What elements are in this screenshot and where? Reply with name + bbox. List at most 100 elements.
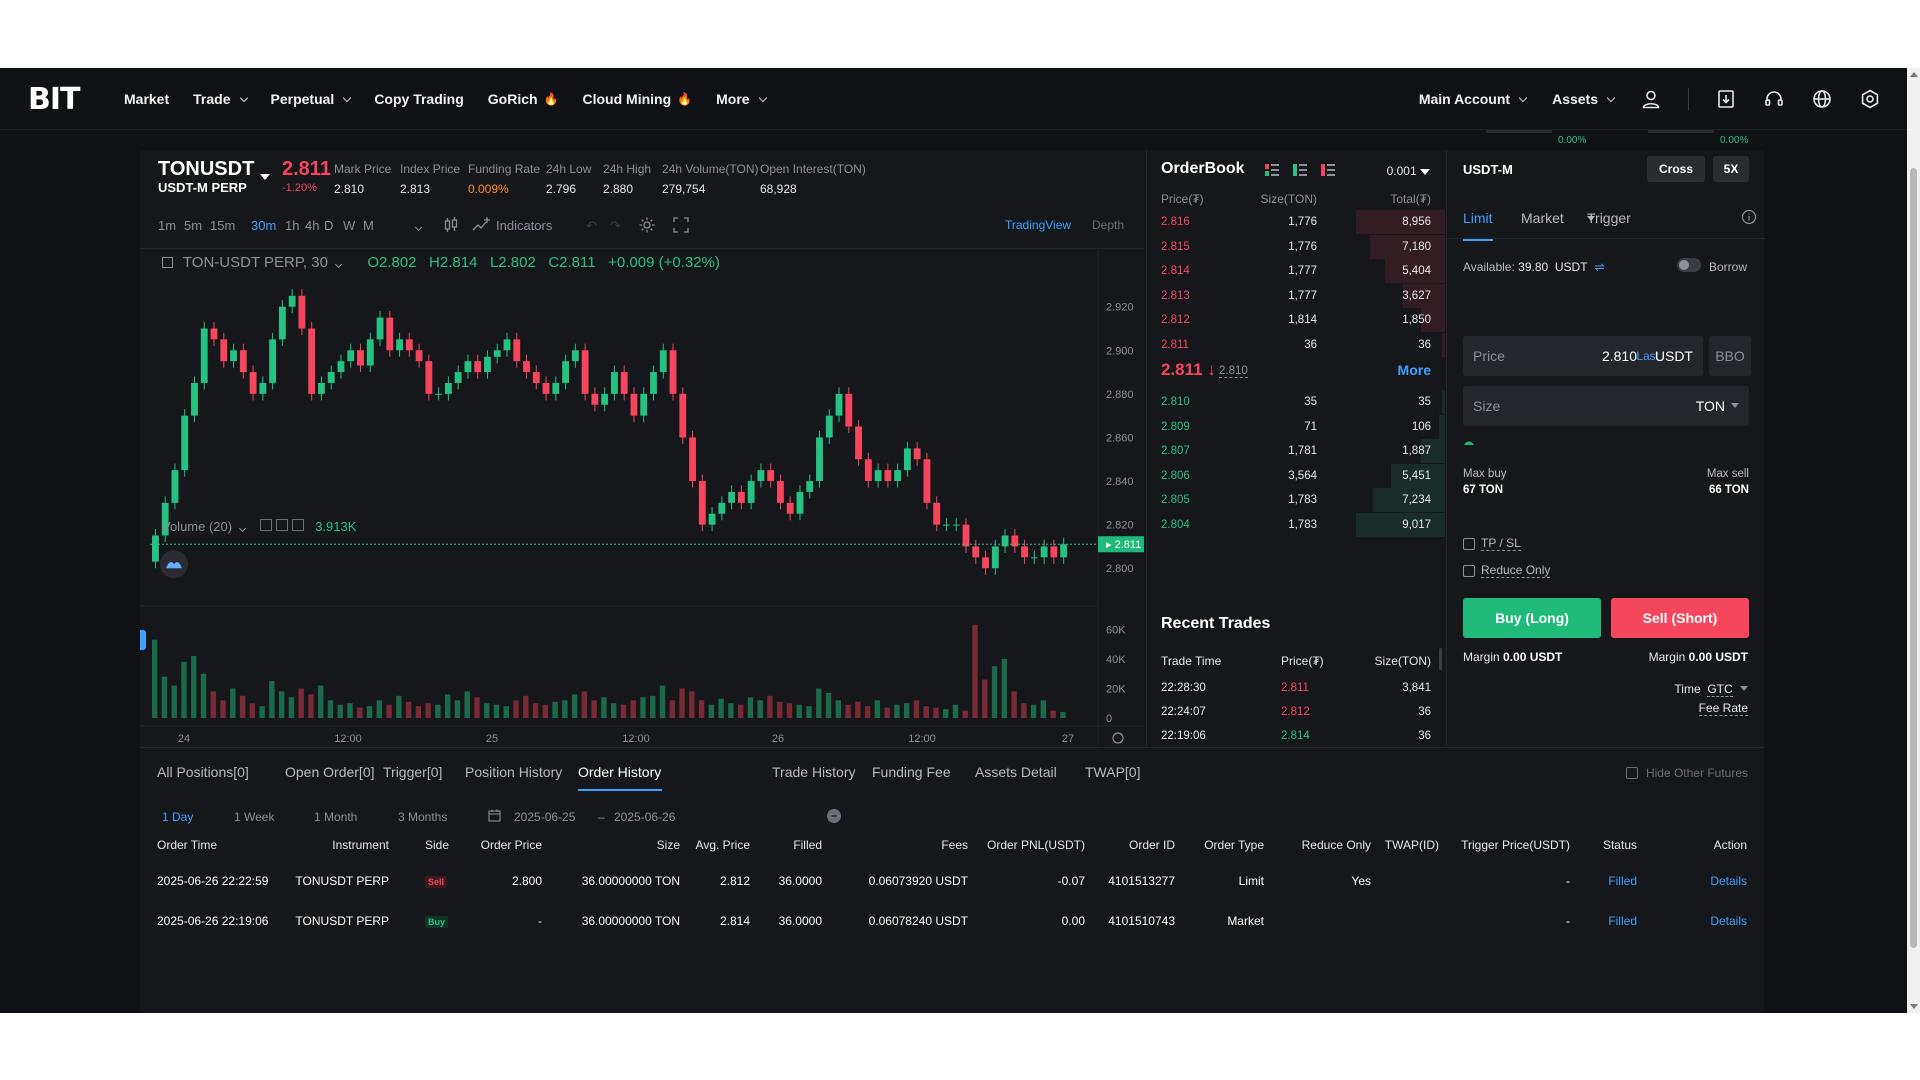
- nav-copy-trading[interactable]: Copy Trading: [374, 91, 463, 107]
- size-unit[interactable]: TON: [1695, 398, 1725, 414]
- borrow-toggle[interactable]: [1677, 258, 1701, 272]
- ask-row[interactable]: 2.813 1,777 3,627: [1147, 283, 1445, 308]
- tab-all-positions-0-[interactable]: All Positions[0]: [157, 764, 249, 780]
- main-account-menu[interactable]: Main Account: [1419, 91, 1528, 107]
- interval-D[interactable]: D: [324, 218, 334, 233]
- tab-order-history[interactable]: Order History: [578, 764, 662, 780]
- checkbox[interactable]: [1463, 537, 1475, 550]
- indicators-button[interactable]: Indicators: [496, 218, 553, 233]
- period-1-day[interactable]: 1 Day: [162, 810, 194, 824]
- orderbook-precision-select[interactable]: 0.001: [1387, 164, 1430, 178]
- period-1-week[interactable]: 1 Week: [234, 810, 275, 824]
- date-to[interactable]: 2025-06-26: [614, 810, 676, 824]
- indicators-icon[interactable]: [472, 216, 492, 237]
- candle-type-icon[interactable]: [444, 217, 458, 236]
- legend-collapse-icon[interactable]: [162, 257, 173, 268]
- tab-limit[interactable]: Limit: [1463, 210, 1493, 226]
- interval-M[interactable]: M: [363, 218, 374, 233]
- depth-tab[interactable]: Depth: [1092, 218, 1125, 232]
- tab-twap-0-[interactable]: TWAP[0]: [1085, 764, 1141, 780]
- tab-trigger-0-[interactable]: Trigger[0]: [383, 764, 443, 780]
- bid-row[interactable]: 2.804 1,783 9,017: [1147, 512, 1445, 537]
- scroll-thumb[interactable]: [1910, 168, 1917, 948]
- panel-collapse-handle[interactable]: [140, 630, 146, 650]
- cell-action[interactable]: Details: [1710, 874, 1747, 888]
- scroll-down-icon[interactable]: [1910, 1004, 1918, 1009]
- transfer-icon[interactable]: ⇌: [1594, 260, 1605, 274]
- assets-menu[interactable]: Assets: [1552, 91, 1616, 107]
- tab-funding-fee[interactable]: Funding Fee: [872, 764, 951, 780]
- bbo-button[interactable]: BBO: [1709, 336, 1751, 376]
- chart-settings-icon[interactable]: [638, 216, 656, 237]
- price-last-tag[interactable]: Last: [1636, 349, 1659, 363]
- user-icon[interactable]: [1640, 88, 1662, 110]
- nav-more[interactable]: More: [716, 91, 767, 107]
- tab-market[interactable]: Market: [1521, 210, 1564, 226]
- ask-row[interactable]: 2.812 1,814 1,850: [1147, 308, 1445, 332]
- symbol-name[interactable]: TONUSDT: [158, 158, 255, 180]
- volume-close-icon[interactable]: [291, 519, 304, 531]
- headset-icon[interactable]: [1763, 88, 1785, 110]
- cell-action[interactable]: Details: [1710, 914, 1747, 928]
- trades-scrollbar[interactable]: [1439, 648, 1442, 670]
- tpsl-checkbox[interactable]: TP / SL: [1463, 536, 1521, 551]
- caret-down-icon[interactable]: [1731, 403, 1739, 408]
- interval-5m[interactable]: 5m: [184, 218, 203, 233]
- ask-row[interactable]: 2.811 36 36: [1147, 332, 1445, 357]
- sell-short-button[interactable]: Sell (Short): [1611, 598, 1749, 638]
- ask-row[interactable]: 2.815 1,776 7,180: [1147, 234, 1445, 259]
- orderbook-both-icon[interactable]: [1265, 164, 1279, 176]
- tab-trigger[interactable]: Trigger: [1587, 210, 1631, 226]
- ask-row[interactable]: 2.814 1,777 5,404: [1147, 259, 1445, 283]
- leverage-button[interactable]: 5X: [1713, 156, 1749, 182]
- size-slider[interactable]: [1463, 441, 1749, 445]
- download-icon[interactable]: [1715, 88, 1737, 110]
- axis-settings-icon[interactable]: [1112, 732, 1124, 744]
- orderbook-more-link[interactable]: More: [1397, 362, 1431, 378]
- checkbox[interactable]: [1463, 564, 1475, 577]
- tab-trade-history[interactable]: Trade History: [772, 764, 856, 780]
- bid-row[interactable]: 2.806 3,564 5,451: [1147, 463, 1445, 488]
- nav-perpetual[interactable]: Perpetual: [271, 91, 352, 107]
- tradingview-tab[interactable]: TradingView: [1005, 218, 1072, 232]
- size-input[interactable]: Size TON: [1463, 386, 1749, 426]
- interval-more-icon[interactable]: [412, 218, 423, 233]
- reduce-only-checkbox[interactable]: Reduce Only: [1463, 563, 1551, 578]
- bid-row[interactable]: 2.810 35 35: [1147, 390, 1445, 414]
- interval-4h[interactable]: 4h: [305, 218, 320, 233]
- nav-trade[interactable]: Trade: [193, 91, 248, 107]
- settings-icon[interactable]: [1859, 88, 1881, 110]
- hide-other-futures[interactable]: Hide Other Futures: [1625, 766, 1748, 780]
- tab-open-order-0-[interactable]: Open Order[0]: [285, 764, 375, 780]
- scroll-up-icon[interactable]: [1910, 72, 1918, 77]
- symbol-dropdown-icon[interactable]: [260, 174, 270, 180]
- bid-row[interactable]: 2.807 1,781 1,887: [1147, 439, 1445, 463]
- info-icon[interactable]: [1741, 209, 1757, 228]
- price-chart[interactable]: 2.920 2.900 2.880 2.860 2.840 2.820 2.800 60K 40…: [140, 250, 1144, 746]
- buy-long-button[interactable]: Buy (Long): [1463, 598, 1601, 638]
- interval-W[interactable]: W: [343, 218, 356, 233]
- calendar-icon[interactable]: [488, 809, 501, 825]
- period-3-months[interactable]: 3 Months: [398, 810, 448, 824]
- price-input[interactable]: Price 2.810 Last USDT: [1463, 336, 1703, 376]
- checkbox[interactable]: [1625, 767, 1638, 779]
- interval-30m[interactable]: 30m: [251, 218, 277, 233]
- volume-eye-icon[interactable]: [260, 519, 273, 531]
- nav-market[interactable]: Market: [124, 91, 169, 107]
- margin-mode-button[interactable]: Cross: [1647, 156, 1705, 182]
- globe-icon[interactable]: [1811, 88, 1833, 110]
- fee-rate-link[interactable]: Fee Rate: [1698, 701, 1748, 716]
- time-in-force[interactable]: Time GTC: [1674, 682, 1748, 697]
- bid-row[interactable]: 2.805 1,783 7,234: [1147, 488, 1445, 512]
- orderbook-asks-icon[interactable]: [1321, 164, 1335, 176]
- tab-position-history[interactable]: Position History: [465, 764, 563, 780]
- fullscreen-icon[interactable]: [672, 216, 690, 237]
- bit-logo[interactable]: BIT: [28, 82, 80, 117]
- interval-15m[interactable]: 15m: [210, 218, 236, 233]
- ask-row[interactable]: 2.816 1,776 8,956: [1147, 210, 1445, 234]
- date-from[interactable]: 2025-06-25: [514, 810, 576, 824]
- search-icon[interactable]: [827, 809, 841, 826]
- interval-1h[interactable]: 1h: [285, 218, 300, 233]
- volume-settings-icon[interactable]: [275, 519, 288, 531]
- nav-gorich[interactable]: GoRich 🔥: [488, 91, 559, 107]
